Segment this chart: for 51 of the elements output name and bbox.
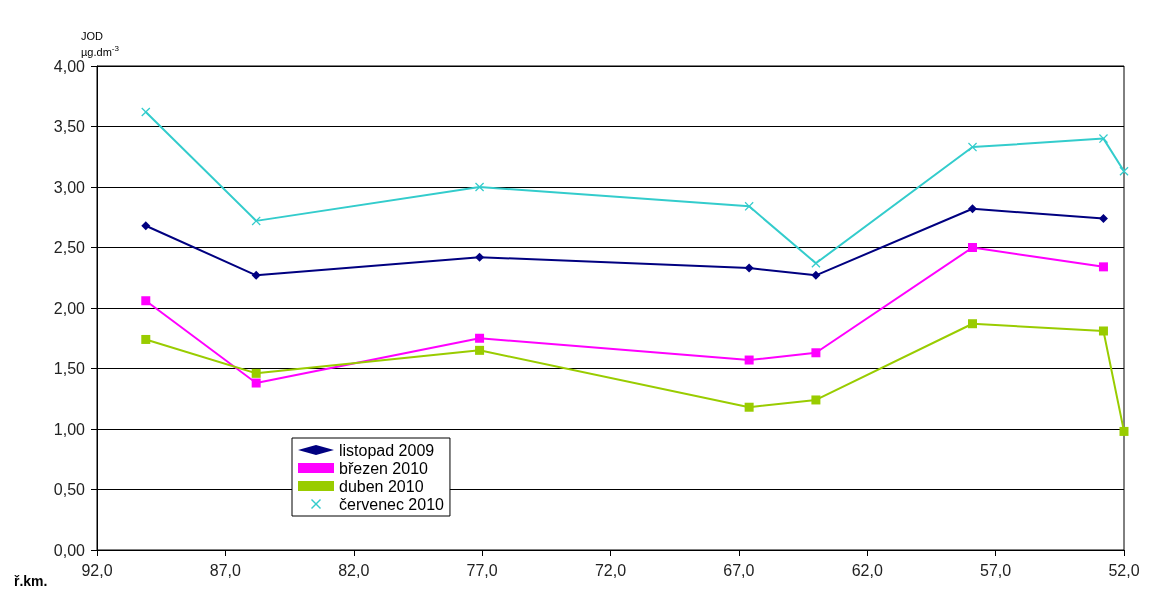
point — [968, 243, 978, 252]
point — [811, 395, 821, 405]
point — [251, 368, 261, 378]
point — [811, 270, 821, 280]
point — [475, 333, 485, 343]
y-tick-label: 3,50 — [53, 118, 86, 135]
y-tick-label: 0,50 — [53, 481, 86, 498]
point — [251, 378, 261, 388]
x-tick-label: 92,0 — [81, 561, 113, 579]
point — [744, 263, 754, 273]
point — [475, 252, 485, 262]
point — [968, 204, 978, 214]
legend-label: listopad 2009 — [339, 441, 435, 459]
x-tick-label: 87,0 — [209, 561, 242, 579]
y-tick-label: 4,00 — [53, 57, 86, 75]
x-tick-label: 72,0 — [594, 561, 627, 579]
point — [744, 201, 754, 211]
point — [141, 107, 151, 117]
x-tick-label: 67,0 — [723, 561, 755, 579]
x-tick-label: 57,0 — [980, 561, 1012, 579]
point — [475, 345, 485, 355]
x-tick-label: 52,0 — [1108, 561, 1140, 579]
legend-label: březen 2010 — [339, 459, 429, 477]
legend-label: duben 2010 — [339, 477, 424, 495]
point — [1119, 426, 1129, 436]
point — [141, 296, 151, 306]
y-tick-label: 2,50 — [53, 239, 86, 256]
point — [1098, 326, 1108, 336]
point — [475, 182, 485, 192]
point — [141, 334, 151, 344]
legend-label: červenec 2010 — [339, 495, 445, 513]
point — [744, 402, 754, 412]
point — [968, 142, 978, 152]
point — [744, 355, 754, 365]
x-tick-label: 77,0 — [466, 561, 498, 579]
x-tick-label: 62,0 — [851, 561, 883, 579]
point — [1119, 166, 1129, 176]
y-tick-label: 1,50 — [53, 360, 86, 377]
point — [811, 348, 821, 358]
x-axis-title: ř.km. — [14, 573, 48, 589]
x-tick-label: 82,0 — [338, 561, 370, 579]
point — [251, 270, 261, 280]
point — [1098, 262, 1108, 272]
point — [1098, 213, 1108, 223]
y-tick-label: 3,00 — [53, 178, 86, 196]
y-tick-label: 1,00 — [53, 420, 86, 438]
y-tick-label: 0,00 — [53, 541, 86, 559]
y-tick-label: 2,00 — [53, 299, 86, 317]
point — [141, 221, 151, 231]
point — [811, 258, 821, 268]
point — [968, 319, 978, 329]
